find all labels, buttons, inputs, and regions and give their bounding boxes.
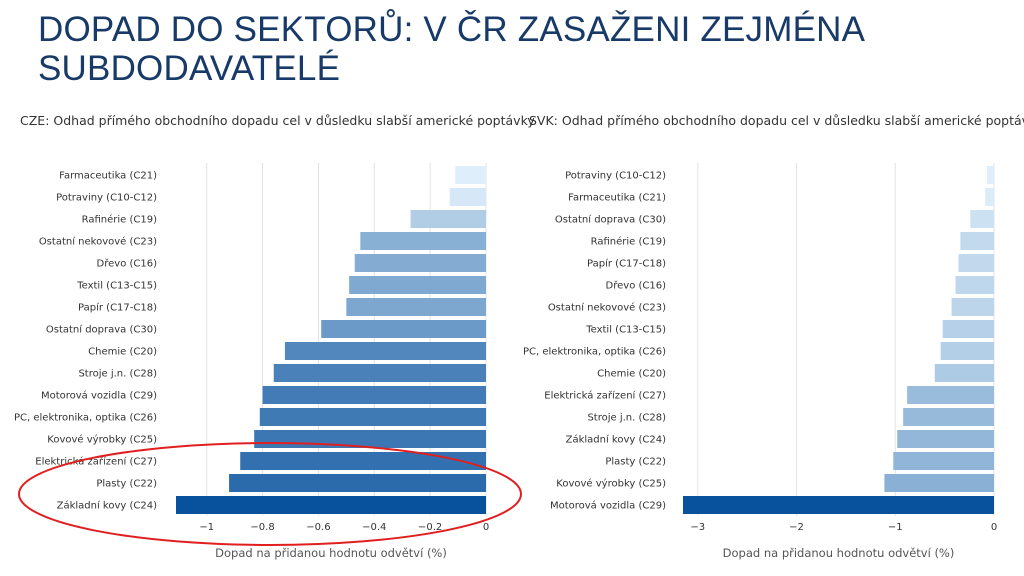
cze-x-tick-label: 0 xyxy=(483,522,489,533)
svk-x-tick-label: −1 xyxy=(888,522,903,533)
cze-bar xyxy=(410,210,486,228)
cze-bar xyxy=(349,276,486,294)
svk-bar xyxy=(903,408,994,426)
cze-bar xyxy=(346,298,486,316)
cze-category-label: Rafinérie (C19) xyxy=(82,214,157,226)
cze-bar xyxy=(262,386,486,404)
svk-x-tick-label: −3 xyxy=(690,522,705,533)
svk-chart-title: SVK: Odhad přímého obchodního dopadu cel… xyxy=(529,113,1024,128)
slide-title-line1: DOPAD DO SEKTORŮ: V ČR ZASAŽENI ZEJMÉNA xyxy=(38,10,866,49)
cze-x-tick-label: −0.4 xyxy=(362,522,386,533)
svk-bar xyxy=(951,298,994,316)
svk-category-label: Potraviny (C10-C12) xyxy=(565,171,666,182)
svk-bar xyxy=(987,166,994,184)
cze-bar xyxy=(455,166,486,184)
svk-category-label: Základní kovy (C24) xyxy=(566,434,666,446)
cze-category-label: Papír (C17-C18) xyxy=(78,302,157,314)
cze-category-label: Ostatní doprava (C30) xyxy=(46,324,157,336)
cze-category-label: Ostatní nekovové (C23) xyxy=(39,236,157,248)
slide-title: DOPAD DO SEKTORŮ: V ČR ZASAŽENI ZEJMÉNA … xyxy=(38,10,998,88)
svk-category-label: Papír (C17-C18) xyxy=(587,258,666,270)
svk-bar xyxy=(884,474,994,492)
cze-category-label: Plasty (C22) xyxy=(96,479,157,490)
cze-bar xyxy=(284,342,486,360)
svk-category-label: Ostatní doprava (C30) xyxy=(555,214,666,226)
cze-category-label: Kovové výrobky (C25) xyxy=(47,434,157,446)
svk-bar xyxy=(907,386,994,404)
svk-x-tick-label: 0 xyxy=(991,522,997,533)
svk-bar xyxy=(970,210,994,228)
svk-bar xyxy=(955,276,994,294)
cze-x-tick-label: −0.8 xyxy=(250,522,274,533)
svk-bar xyxy=(985,188,994,206)
cze-category-label: Farmaceutika (C21) xyxy=(59,171,157,182)
cze-category-label: Chemie (C20) xyxy=(88,347,157,358)
cze-highlight-ellipse xyxy=(18,442,522,546)
svk-x-axis-label: Dopad na přidanou hodnotu odvětví (%) xyxy=(723,546,955,560)
svk-category-label: Chemie (C20) xyxy=(597,369,666,380)
cze-category-label: Potraviny (C10-C12) xyxy=(56,193,157,204)
cze-bar xyxy=(240,452,486,470)
svk-bar xyxy=(893,452,994,470)
cze-bar xyxy=(229,474,487,492)
svk-x-tick-label: −2 xyxy=(789,522,804,533)
cze-bar xyxy=(176,496,486,514)
svk-category-label: Dřevo (C16) xyxy=(606,280,667,292)
svk-bar xyxy=(683,496,994,514)
svk-bar xyxy=(958,254,994,272)
svk-bar xyxy=(940,342,994,360)
cze-category-label: Základní kovy (C24) xyxy=(57,500,157,512)
cze-x-tick-label: −0.6 xyxy=(306,522,330,533)
svk-category-label: Kovové výrobky (C25) xyxy=(556,478,666,490)
cze-x-axis-label: Dopad na přidanou hodnotu odvětví (%) xyxy=(215,546,447,560)
slide-title-line2: SUBDODAVATELÉ xyxy=(38,49,341,88)
svk-bar xyxy=(942,320,994,338)
svk-category-label: Plasty (C22) xyxy=(605,457,666,468)
svk-category-label: PC, elektronika, optika (C26) xyxy=(523,347,666,358)
cze-x-tick-label: −0.2 xyxy=(418,522,442,533)
svk-bar xyxy=(960,232,994,250)
svk-category-label: Stroje j.n. (C28) xyxy=(587,413,666,424)
svk-bar xyxy=(897,430,994,448)
cze-category-label: Dřevo (C16) xyxy=(97,258,158,270)
cze-bar xyxy=(273,364,486,382)
cze-bar xyxy=(360,232,486,250)
cze-x-tick-label: −1 xyxy=(199,522,214,533)
svk-category-label: Farmaceutika (C21) xyxy=(568,193,666,204)
svk-category-label: Motorová vozidla (C29) xyxy=(550,500,666,512)
cze-chart-title: CZE: Odhad přímého obchodního dopadu cel… xyxy=(20,113,535,128)
cze-category-label: Motorová vozidla (C29) xyxy=(41,390,157,402)
cze-category-label: Stroje j.n. (C28) xyxy=(78,369,157,380)
svk-category-label: Elektrická zařízení (C27) xyxy=(544,390,666,402)
cze-category-label: PC, elektronika, optika (C26) xyxy=(14,413,157,424)
svk-category-label: Ostatní nekovové (C23) xyxy=(548,302,666,314)
svk-bar xyxy=(934,364,994,382)
cze-bar xyxy=(449,188,486,206)
svk-category-label: Rafinérie (C19) xyxy=(591,236,666,248)
cze-bar xyxy=(254,430,486,448)
cze-bar xyxy=(321,320,486,338)
cze-category-label: Textil (C13-C15) xyxy=(76,281,157,292)
svk-category-label: Textil (C13-C15) xyxy=(585,325,666,336)
cze-bar xyxy=(259,408,486,426)
cze-bar xyxy=(354,254,486,272)
